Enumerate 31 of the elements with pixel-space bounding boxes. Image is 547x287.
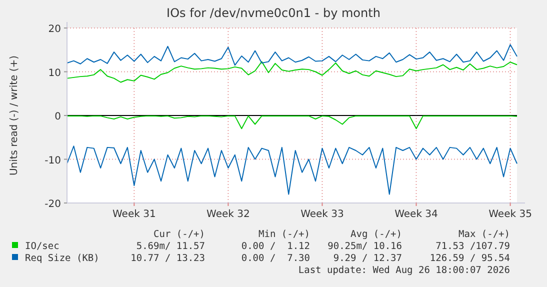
legend-label: Req Size (KB) (25, 253, 100, 264)
chart-title: IOs for /dev/nvme0c0n1 - by month (166, 6, 380, 20)
text: 90.25m/ 10.16 (328, 241, 402, 252)
text: 126.59 / 95.54 (430, 253, 510, 264)
text: Cur (-/+) (154, 229, 205, 240)
text: 71.53 /107.79 (436, 241, 510, 252)
y-tick-label: 0 (54, 112, 61, 122)
x-tick-label: Week 32 (206, 209, 250, 220)
y-tick-label: -10 (44, 155, 61, 166)
y-tick-label: 10 (48, 68, 61, 79)
x-tick-label: Week 34 (394, 209, 438, 220)
text: 0.00 / 1.12 (241, 241, 310, 252)
line-series (66, 61, 518, 83)
x-tick-label: Week 35 (488, 209, 532, 220)
line-series (66, 115, 518, 130)
y-axis-title: Units read (-) / write (+) (9, 55, 20, 176)
legend-label: IO/sec (25, 241, 60, 252)
y-tick-label: -20 (44, 199, 61, 210)
text: 0.00 / 7.30 (241, 253, 310, 264)
line-series (66, 146, 518, 195)
x-tick-label: Week 33 (300, 209, 344, 220)
line-series (66, 44, 518, 66)
text: 10.77 / 13.23 (130, 253, 205, 264)
text: Max (-/+) (458, 229, 510, 240)
text: Min (-/+) (258, 229, 310, 240)
y-tick-label: 20 (48, 24, 61, 35)
text: 5.69m/ 11.57 (136, 241, 205, 252)
text: 9.29 / 12.37 (333, 253, 402, 264)
text: Last update: Wed Aug 26 18:00:07 2026 (298, 265, 510, 276)
x-tick-label: Week 31 (112, 209, 156, 220)
text: Avg (-/+) (350, 229, 402, 240)
